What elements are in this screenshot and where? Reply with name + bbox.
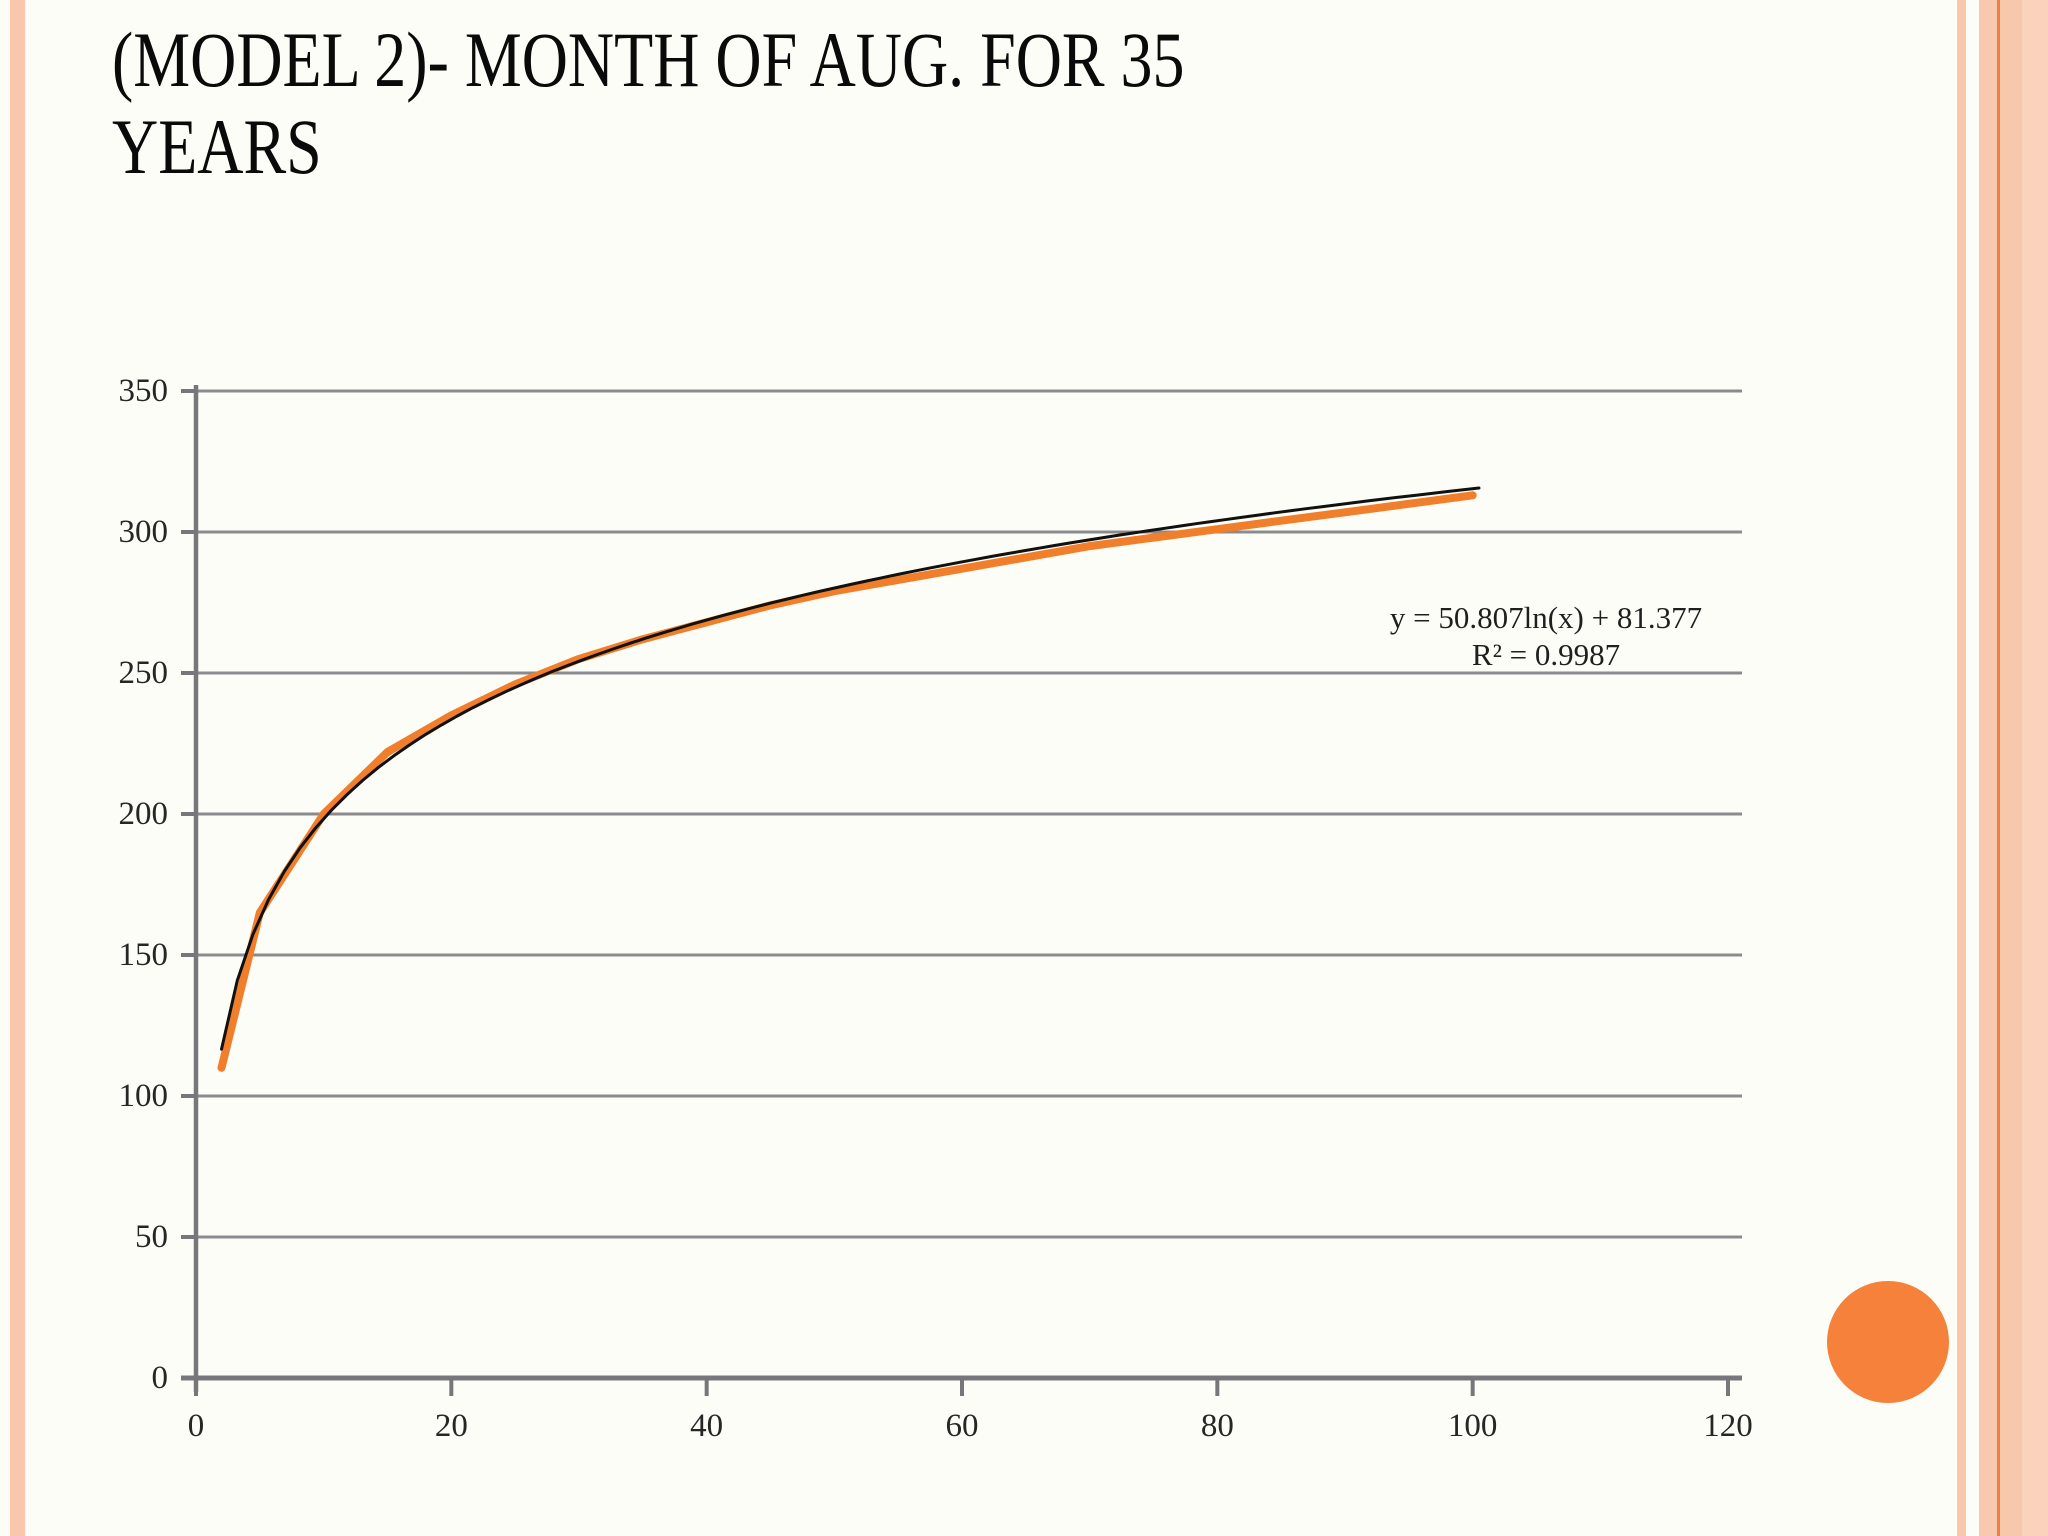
- accent-circle: [1827, 1281, 1949, 1403]
- equation-line: y = 50.807ln(x) + 81.377: [1389, 600, 1703, 635]
- x-tick-label: 80: [1201, 1408, 1234, 1444]
- trendline-path: [220, 486, 1481, 1051]
- left-border-stripe: [10, 0, 25, 1536]
- y-tick-label: 50: [135, 1219, 168, 1255]
- y-tick-label: 350: [119, 373, 169, 409]
- x-tick-label: 60: [946, 1408, 979, 1444]
- right-border-stripe-thin: [1957, 0, 1966, 1536]
- x-tick-label: 20: [435, 1408, 468, 1444]
- slide-title: (MODEL 2)- MONTH OF AUG. FOR 35 YEARS: [112, 16, 1185, 191]
- data-series-path: [217, 491, 1477, 1072]
- y-tick-label: 200: [119, 796, 169, 832]
- x-tick-label: 120: [1703, 1408, 1753, 1444]
- x-tick-label: 40: [690, 1408, 723, 1444]
- y-tick-label: 250: [119, 655, 169, 691]
- y-tick-label: 0: [152, 1360, 169, 1396]
- right-border-stripe-mid: [1979, 0, 1997, 1536]
- trendline-equation: y = 50.807ln(x) + 81.377 R² = 0.9987: [1340, 599, 1752, 673]
- right-border-panel-outer: [2022, 0, 2048, 1536]
- y-tick-label: 100: [119, 1078, 169, 1114]
- x-tick-label: 100: [1448, 1408, 1498, 1444]
- y-tick-label: 150: [119, 937, 169, 973]
- right-border-panel-inner: [2000, 0, 2022, 1536]
- right-border-accent-line: [1997, 0, 2000, 1536]
- r-squared-line: R² = 0.9987: [1471, 637, 1621, 672]
- y-tick-label: 300: [119, 514, 169, 550]
- x-tick-label: 0: [188, 1408, 205, 1444]
